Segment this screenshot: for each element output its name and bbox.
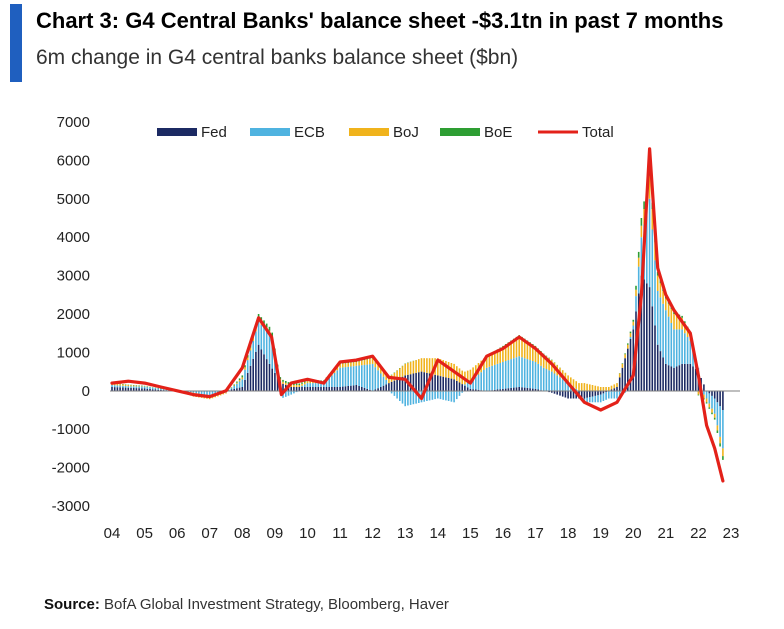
x-tick-label: 09: [267, 525, 284, 542]
x-tick-label: 16: [495, 525, 512, 542]
x-tick-label: 04: [104, 525, 121, 542]
y-tick-label: -2000: [52, 460, 90, 477]
x-tick-label: 07: [201, 525, 218, 542]
x-tick-label: 18: [560, 525, 577, 542]
line-layer: [110, 147, 725, 483]
x-tick-label: 10: [299, 525, 316, 542]
x-tick-label: 11: [332, 525, 348, 542]
x-tick-label: 06: [169, 525, 186, 542]
y-tick-label: 7000: [57, 114, 90, 131]
x-tick-label: 19: [592, 525, 609, 542]
legend-swatch-ecb: [250, 128, 290, 136]
source-note: Source: BofA Global Investment Strategy,…: [44, 596, 449, 613]
x-tick-label: 21: [657, 525, 674, 542]
y-tick-label: -1000: [52, 421, 90, 438]
y-tick-label: 3000: [57, 268, 90, 285]
series-line-total: [110, 147, 725, 483]
x-tick-label: 14: [429, 525, 446, 542]
legend-label-boj: BoJ: [393, 124, 419, 141]
legend-label-ecb: ECB: [294, 124, 325, 141]
x-tick-label: 12: [364, 525, 381, 542]
x-tick-label: 05: [136, 525, 153, 542]
x-tick-label: 20: [625, 525, 642, 542]
x-tick-label: 15: [462, 525, 479, 542]
y-axis-labels: 7000 6000 5000 4000 3000 2000 1000 0 -1000 -2000 -…: [52, 114, 90, 515]
x-tick-label: 13: [397, 525, 414, 542]
legend: Fed ECB BoJ BoE Total: [157, 124, 614, 141]
bars-layer: [111, 168, 724, 460]
source-text: BofA Global Investment Strategy, Bloombe…: [99, 596, 449, 613]
x-tick-label: 17: [527, 525, 544, 542]
chart-subtitle: 6m change in G4 central banks balance sh…: [36, 46, 519, 69]
y-tick-label: 5000: [57, 191, 90, 208]
y-tick-label: 2000: [57, 306, 90, 323]
y-tick-label: 0: [82, 383, 90, 400]
legend-swatch-boj: [349, 128, 389, 136]
legend-label-total: Total: [582, 124, 614, 141]
y-tick-label: 4000: [57, 229, 90, 246]
y-tick-label: 6000: [57, 152, 90, 169]
y-tick-label: 1000: [57, 344, 90, 361]
chart-area: 7000 6000 5000 4000 3000 2000 1000 0 -1000 -2000 -…: [52, 114, 740, 542]
x-tick-label: 22: [690, 525, 707, 542]
legend-swatch-boe: [440, 128, 480, 136]
chart-title: Chart 3: G4 Central Banks' balance sheet…: [36, 8, 724, 33]
legend-swatch-fed: [157, 128, 197, 136]
x-tick-label: 23: [723, 525, 740, 542]
legend-label-boe: BoE: [484, 124, 512, 141]
x-axis-labels: 04 05 06 07 08 09 10 11 12 13 14 15 16 17 18 19 20 21 22 23: [104, 525, 740, 542]
title-accent-bar: [10, 4, 22, 82]
legend-label-fed: Fed: [201, 124, 227, 141]
y-tick-label: -3000: [52, 498, 90, 515]
x-tick-label: 08: [234, 525, 251, 542]
source-label: Source:: [44, 596, 100, 613]
